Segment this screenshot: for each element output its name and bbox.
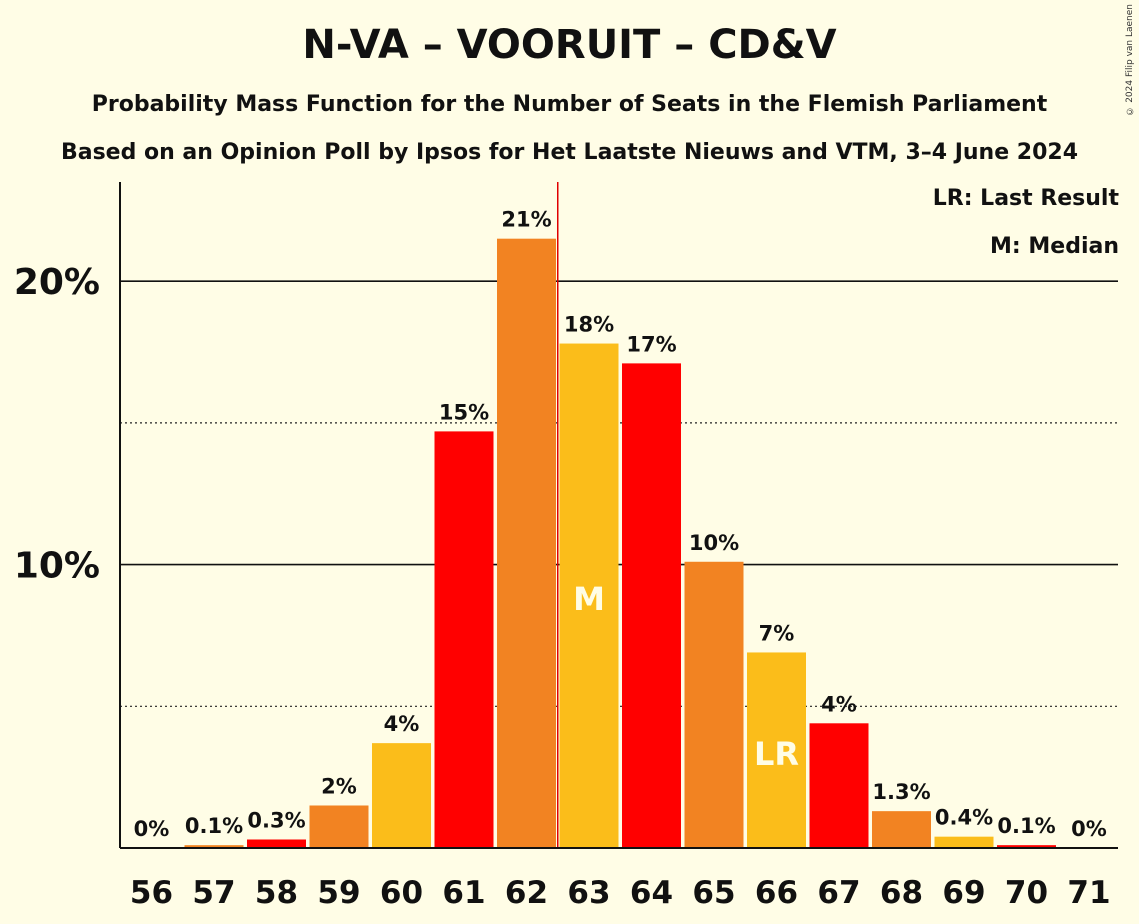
y-tick-label: 20% [14, 262, 100, 303]
chart-source: Based on an Opinion Poll by Ipsos for He… [60, 140, 1079, 165]
bar-58 [247, 839, 306, 848]
median-marker: M [573, 580, 605, 618]
x-tick-label: 62 [505, 875, 548, 911]
chart-subtitle: Probability Mass Function for the Number… [91, 92, 1048, 117]
data-label: 7% [759, 621, 795, 645]
x-tick-label: 57 [192, 875, 235, 911]
bar-66 [747, 652, 806, 848]
bar-61 [434, 431, 494, 848]
bar-64 [622, 363, 681, 848]
legend-median: M: Median [990, 234, 1119, 259]
data-label: 0.4% [935, 806, 993, 830]
x-tick-label: 64 [630, 875, 673, 911]
x-tick-label: 58 [255, 875, 298, 911]
data-label: 10% [689, 531, 739, 555]
data-label: 0% [1071, 817, 1107, 841]
data-label: 0.3% [247, 808, 305, 832]
bar-69 [934, 836, 994, 848]
legend-last-result: LR: Last Result [932, 186, 1119, 211]
bar-60 [372, 743, 431, 848]
bar-57 [184, 845, 244, 848]
x-tick-label: 66 [755, 875, 798, 911]
data-label: 4% [384, 712, 420, 736]
bar-67 [809, 723, 869, 848]
bar-62 [497, 238, 556, 848]
x-tick-label: 65 [692, 875, 735, 911]
x-tick-label: 71 [1067, 875, 1110, 911]
x-tick-label: 68 [880, 875, 923, 911]
x-tick-label: 61 [442, 875, 485, 911]
data-label: 15% [439, 400, 489, 424]
x-tick-label: 56 [130, 875, 173, 911]
y-tick-label: 10% [14, 546, 100, 587]
chart-title: N-VA – VOORUIT – CD&V [302, 22, 837, 68]
x-tick-label: 60 [380, 875, 423, 911]
bar-65 [684, 561, 744, 848]
bar-70 [997, 845, 1056, 848]
x-tick-label: 59 [317, 875, 360, 911]
data-label: 17% [626, 332, 676, 356]
data-label: 4% [821, 692, 857, 716]
x-tick-label: 67 [817, 875, 860, 911]
data-label: 0.1% [185, 814, 243, 838]
x-tick-label: 69 [942, 875, 985, 911]
data-label: 18% [564, 313, 614, 337]
x-tick-label: 63 [567, 875, 610, 911]
data-label: 0.1% [997, 814, 1055, 838]
bar-59 [309, 805, 369, 848]
data-label: 21% [501, 208, 551, 232]
data-label: 2% [321, 774, 357, 798]
x-tick-label: 70 [1005, 875, 1048, 911]
data-label: 1.3% [872, 780, 930, 804]
data-label: 0% [134, 817, 170, 841]
bar-68 [872, 811, 931, 848]
bar-63 [559, 343, 619, 848]
last-result-marker: LR [754, 735, 799, 773]
